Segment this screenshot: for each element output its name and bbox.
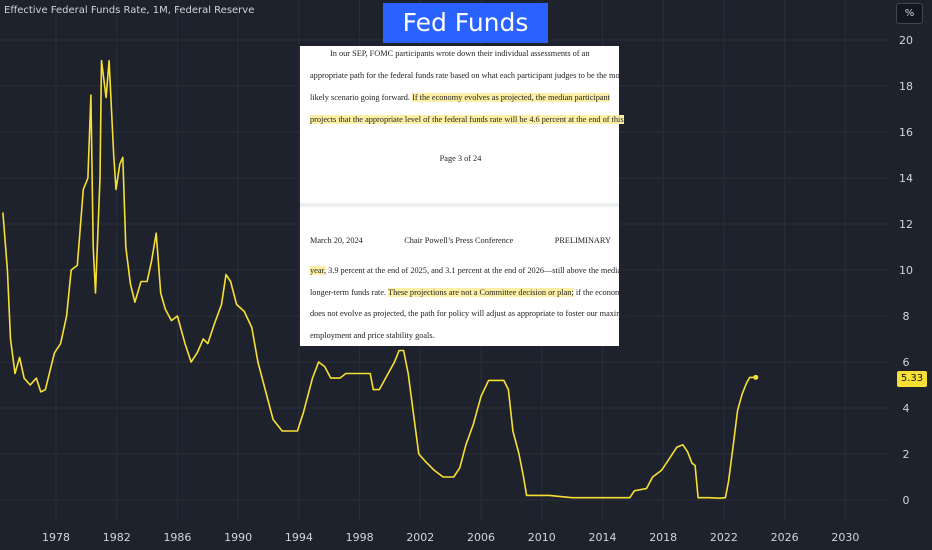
doc-highlight: These projections are not a Committee de… — [388, 288, 574, 297]
x-tick-label: 2002 — [406, 531, 434, 544]
doc-header-title: Chair Powell’s Press Conference — [404, 236, 514, 245]
series-title: Effective Federal Funds Rate, 1M, Federa… — [4, 5, 255, 16]
doc-line: projects that the appropriate level of t… — [310, 115, 624, 124]
x-tick-label: 2030 — [831, 531, 859, 544]
x-tick-label: 1978 — [42, 531, 70, 544]
doc-line: In our SEP, FOMC participants wrote down… — [330, 49, 590, 58]
x-tick-label: 1986 — [163, 531, 191, 544]
y-tick-label: 10 — [899, 264, 913, 277]
doc-highlight: year, — [310, 266, 327, 275]
x-tick-label: 1994 — [285, 531, 313, 544]
y-tick-label: 14 — [899, 172, 913, 185]
last-value-marker — [753, 374, 759, 380]
x-tick-label: 2014 — [588, 531, 616, 544]
y-tick-label: 12 — [899, 218, 913, 231]
doc-line: likely scenario going forward. If the ec… — [310, 93, 611, 102]
x-tick-label: 2022 — [710, 531, 738, 544]
x-tick-label: 2006 — [467, 531, 495, 544]
doc-text: longer-term funds rate. — [310, 288, 387, 297]
y-tick-label: 16 — [899, 126, 913, 139]
doc-header-status: PRELIMINARY — [554, 236, 611, 245]
y-tick-label: 0 — [903, 494, 910, 507]
series-line-fed-funds — [2, 59, 756, 499]
doc-text: likely scenario going forward. — [310, 93, 410, 102]
doc-text: if the economy — [575, 288, 626, 297]
doc-text: 3.9 percent at the end of 2025, and 3.1 … — [328, 266, 626, 275]
x-tick-label: 1998 — [346, 531, 374, 544]
doc-highlight: If the economy evolves as projected, the… — [412, 93, 610, 102]
y-tick-label: 6 — [903, 356, 910, 369]
doc-line: appropriate path for the federal funds r… — [310, 71, 626, 80]
x-tick-label: 1990 — [224, 531, 252, 544]
doc-header-date: March 20, 2024 — [310, 236, 363, 245]
doc-header: March 20, 2024 Chair Powell’s Press Conf… — [310, 236, 611, 245]
page-separator — [300, 202, 619, 208]
y-tick-label: 20 — [899, 34, 913, 47]
x-tick-label: 2010 — [528, 531, 556, 544]
doc-line: does not evolve as projected, the path f… — [310, 309, 634, 318]
doc-line: longer-term funds rate. These projection… — [310, 288, 626, 297]
y-tick-label: 8 — [903, 310, 910, 323]
x-tick-label: 2026 — [771, 531, 799, 544]
x-axis: 1978 1982 1986 1990 1994 1998 2002 2006 2010 2014… — [42, 531, 859, 544]
press-conference-excerpt: In our SEP, FOMC participants wrote down… — [300, 46, 634, 346]
doc-line: year, 3.9 percent at the end of 2025, an… — [310, 266, 625, 275]
y-tick-label: 2 — [903, 448, 910, 461]
doc-highlight: projects that the appropriate level of t… — [310, 115, 624, 124]
y-axis: 0 2 4 6 8 10 12 14 16 18 20 — [899, 34, 913, 507]
x-tick-label: 1982 — [103, 531, 131, 544]
unit-toggle-button[interactable]: % — [896, 3, 923, 24]
doc-page-number: Page 3 of 24 — [439, 154, 482, 163]
chart-banner-title: Fed Funds Rate — [383, 3, 548, 77]
y-tick-label: 18 — [899, 80, 913, 93]
doc-line: employment and price stability goals. — [310, 331, 435, 340]
last-value-badge: 5.33 — [897, 371, 927, 387]
x-tick-label: 2018 — [649, 531, 677, 544]
y-tick-label: 4 — [903, 402, 910, 415]
